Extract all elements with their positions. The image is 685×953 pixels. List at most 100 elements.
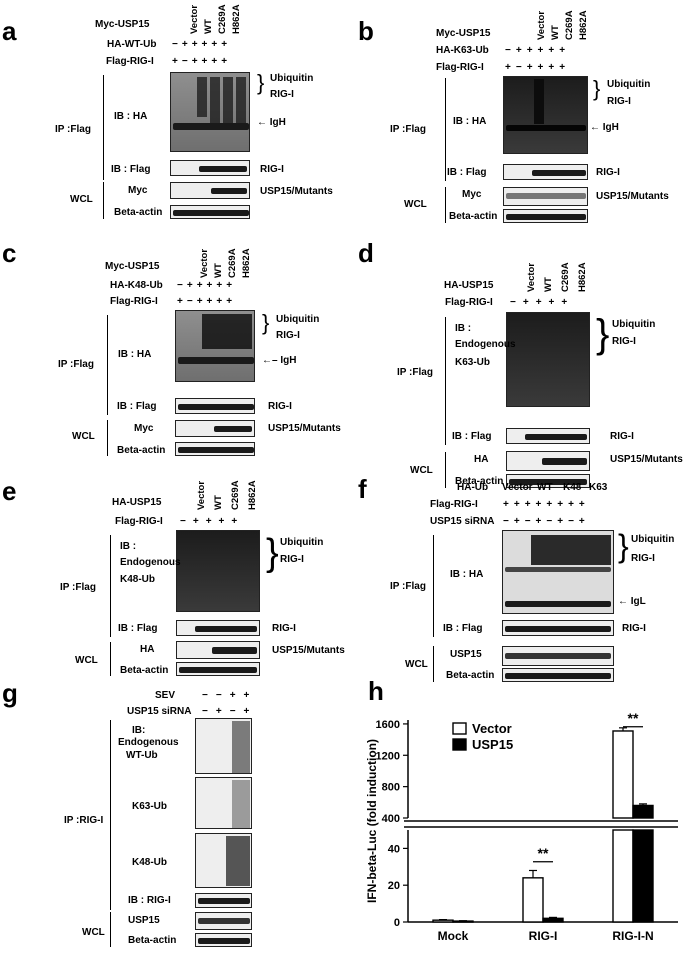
bar-usp15 [632, 804, 654, 819]
ib-label: Endogenous [120, 557, 181, 568]
ib-label: IB : HA [114, 111, 148, 122]
arrow-label: ← IgH [590, 122, 619, 133]
ib-label: IB : RIG-I [128, 895, 171, 906]
row-label: Flag-RIG-I [106, 56, 154, 67]
legend-label: Vector [472, 721, 512, 736]
sign-row: −+++++ [177, 280, 237, 291]
blot-actin [175, 442, 255, 456]
bar-chart: 0 20 40 400 800 1200 1600 IFN-beta-Luc (fold in… [365, 710, 678, 943]
blot-ib-flag [502, 620, 614, 636]
group-label: WT [537, 482, 553, 493]
blot-actin [503, 209, 588, 223]
bar-vector [612, 730, 634, 819]
lane-label: H862A [247, 480, 258, 510]
ib-label: IB : Flag [452, 431, 492, 442]
y-tick-label: 1600 [376, 719, 400, 731]
wcl-label: WCL [75, 655, 98, 666]
blot-usp15 [195, 912, 252, 930]
y-tick-label: 400 [382, 813, 400, 825]
panel-letter: e [2, 476, 17, 506]
band-label: RIG-I [612, 336, 636, 347]
band-label: Ubiquitin [612, 319, 656, 330]
ib-label: K63-Ub [132, 801, 168, 812]
panel-letter: c [2, 238, 17, 268]
ip-label: IP :Flag [397, 367, 433, 378]
sign-row: −−++ [202, 690, 258, 701]
sign-row: −+−+−+−+ [503, 516, 590, 527]
sign-row: −+−+ [202, 706, 258, 717]
ib-label: IB : HA [450, 569, 484, 580]
lane-label: H862A [577, 262, 588, 292]
bar-vector [432, 919, 454, 923]
significance-label: ** [538, 845, 549, 861]
ib-label: Beta-actin [117, 445, 166, 456]
significance-label: ** [628, 710, 639, 726]
y-tick-label: 800 [382, 782, 400, 794]
blot-actin [502, 668, 614, 682]
band-label: RIG-I [280, 554, 304, 565]
ib-label: Beta-actin [128, 935, 177, 946]
blot-ib-flag [503, 164, 588, 180]
arrow-label: ← IgH [257, 117, 286, 128]
ib-label: K63-Ub [455, 357, 491, 368]
blot-endogenous-k63 [506, 312, 590, 407]
ib-label: USP15 [128, 915, 160, 926]
ib-label: USP15 [450, 649, 482, 660]
lane-label: C269A [227, 248, 238, 278]
ip-label: IP :Flag [390, 124, 426, 135]
blot-ib-flag [506, 428, 590, 444]
x-tick-label: RIG-I-N [612, 929, 653, 943]
y-tick-label: 20 [388, 880, 400, 892]
ip-label: IP :Flag [58, 359, 94, 370]
brace: } [618, 528, 629, 564]
bar-vector [522, 877, 544, 923]
panel-letter: h [368, 676, 384, 706]
ib-label: IB : HA [118, 349, 152, 360]
ib-label: IB : Flag [117, 401, 157, 412]
blot-ib-flag [175, 398, 255, 414]
band-label: Ubiquitin [270, 73, 314, 84]
band-label: USP15/Mutants [260, 186, 333, 197]
blot-k63-ub [195, 777, 252, 829]
band-label: RIG-I [260, 164, 284, 175]
group-label: K63 [589, 482, 608, 493]
ib-label: K48-Ub [132, 857, 168, 868]
wcl-label: WCL [405, 659, 428, 670]
blot-usp15 [502, 646, 614, 666]
lane-label: H862A [231, 4, 242, 34]
blot-k48-ub [195, 833, 252, 888]
lane-label: Vector [526, 262, 537, 292]
legend-label: USP15 [472, 737, 513, 752]
panel-letter: g [2, 678, 18, 708]
sign-row: +−++++ [177, 296, 237, 307]
row-label: HA-Ub [457, 482, 489, 493]
row-label: HA-K63-Ub [436, 45, 489, 56]
band-label: Ubiquitin [276, 314, 320, 325]
blot-ib-rig [195, 893, 252, 908]
y-tick-label: 1200 [376, 750, 400, 762]
y-tick-label: 40 [388, 843, 400, 855]
band-label: RIG-I [276, 330, 300, 341]
band-label: Ubiquitin [631, 534, 675, 545]
panel-letter: d [358, 238, 374, 268]
panel-letter: b [358, 16, 374, 46]
ib-label: IB : HA [453, 116, 487, 127]
brace: } [257, 70, 265, 95]
ip-label: IP :Flag [390, 581, 426, 592]
bar-usp15 [542, 917, 564, 923]
ip-label: IP :Flag [60, 582, 96, 593]
brace: } [262, 310, 270, 335]
blot-myc [170, 182, 250, 199]
band-label: USP15/Mutants [272, 645, 345, 656]
arrow-label: ← IgL [618, 596, 646, 607]
sign-row: −++++ [510, 297, 575, 308]
band-label: RIG-I [272, 623, 296, 634]
brace: } [596, 312, 610, 356]
row-label: Flag-RIG-I [436, 62, 484, 73]
row-label: SEV [155, 690, 176, 701]
brace: } [266, 532, 279, 574]
band-label: RIG-I [607, 96, 631, 107]
ib-label: Myc [134, 423, 154, 434]
ib-label: IB : Flag [118, 623, 158, 634]
blot-actin [195, 933, 252, 947]
